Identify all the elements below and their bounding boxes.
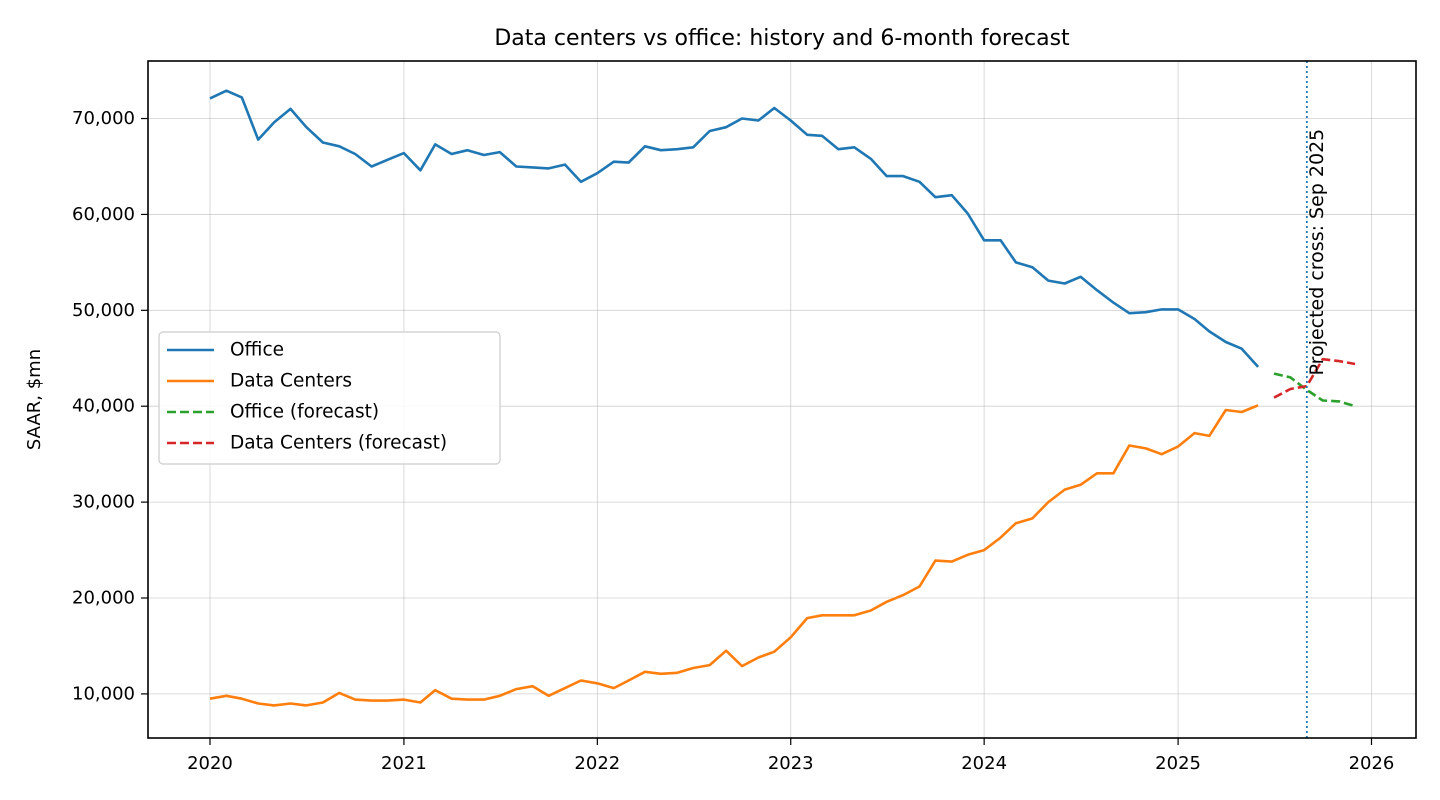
x-tick-label: 2020 — [187, 753, 233, 774]
y-tick-label: 10,000 — [72, 683, 135, 704]
series-line-0 — [209, 89, 1260, 368]
x-tick-label: 2026 — [1349, 753, 1395, 774]
ticks: 2020 2021 2022 2023 2024 2025 2026 10,000 20,000… — [72, 108, 1394, 774]
x-tick-label: 2022 — [574, 753, 620, 774]
x-tick-label: 2025 — [1155, 753, 1201, 774]
chart-title: Data centers vs office: history and 6-mo… — [494, 26, 1070, 51]
y-tick-label: 30,000 — [72, 492, 135, 513]
plot-frame — [147, 60, 1417, 739]
series-line-1 — [209, 404, 1259, 707]
y-tick-label: 70,000 — [72, 108, 135, 129]
series-layer — [209, 61, 1356, 738]
y-tick-label: 20,000 — [72, 587, 135, 608]
legend-label-3: Data Centers (forecast) — [230, 433, 447, 454]
legend-box — [158, 331, 501, 465]
x-tick-label: 2024 — [961, 753, 1007, 774]
legend-label-1: Data Centers — [230, 371, 352, 392]
y-tick-label: 50,000 — [72, 300, 135, 321]
x-tick-label: 2023 — [768, 753, 814, 774]
legend-label-0: Office — [230, 340, 284, 361]
y-tick-label: 40,000 — [72, 396, 135, 417]
series-line-2 — [1273, 372, 1356, 408]
x-tick-label: 2021 — [381, 753, 427, 774]
legend: Office Data Centers Office (forecast) Data … — [158, 331, 501, 465]
cross-annotation: Projected cross: Sep 2025 — [1306, 129, 1328, 376]
y-axis-label: SAAR, $mn — [24, 349, 45, 450]
legend-label-2: Office (forecast) — [230, 402, 379, 423]
y-tick-label: 60,000 — [72, 204, 135, 225]
series-line-3 — [1273, 357, 1356, 399]
